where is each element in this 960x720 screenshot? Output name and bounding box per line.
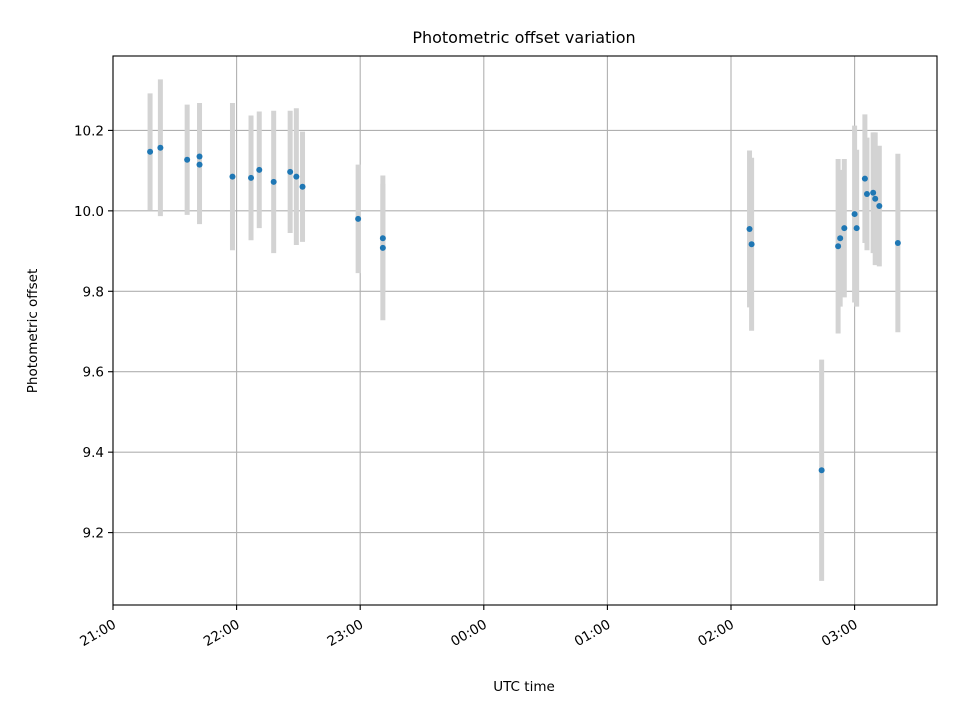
data-point — [841, 225, 848, 232]
chart-title: Photometric offset variation — [412, 28, 635, 47]
data-point — [818, 467, 825, 474]
x-tick-label: 23:00 — [325, 617, 367, 650]
data-point — [196, 161, 203, 168]
data-point — [270, 178, 277, 185]
y-tick-label: 10.0 — [74, 204, 104, 220]
data-point — [293, 173, 300, 180]
data-point — [746, 225, 753, 232]
y-tick-label: 10.2 — [74, 123, 104, 139]
x-tick-label: 21:00 — [77, 617, 119, 650]
x-tick-label: 22:00 — [201, 617, 243, 650]
data-point — [872, 195, 879, 202]
data-point — [229, 173, 236, 180]
plot-frame — [112, 55, 938, 606]
data-point — [870, 189, 877, 196]
data-point — [837, 235, 844, 242]
data-points — [147, 144, 901, 474]
grid — [112, 56, 937, 605]
data-point — [256, 166, 263, 173]
data-point — [157, 144, 164, 151]
data-point — [748, 241, 755, 248]
data-point — [894, 240, 901, 247]
y-tick-label: 9.2 — [83, 526, 104, 542]
x-tick-label: 01:00 — [572, 617, 614, 650]
y-axis-ticks: 9.2 9.4 9.6 9.8 10.0 10.2 — [74, 123, 113, 542]
y-tick-label: 9.4 — [83, 445, 104, 461]
x-tick-label: 00:00 — [448, 617, 490, 650]
data-point — [196, 153, 203, 160]
y-tick-label: 9.6 — [83, 365, 104, 381]
error-bars — [147, 79, 901, 581]
x-tick-label: 03:00 — [819, 617, 861, 650]
x-tick-label: 02:00 — [695, 617, 737, 650]
data-point — [184, 156, 191, 163]
data-point — [835, 243, 842, 250]
data-point — [853, 225, 860, 232]
data-point — [355, 215, 362, 222]
x-axis-label: UTC time — [493, 679, 555, 695]
data-point — [851, 211, 858, 218]
data-point — [861, 175, 868, 182]
data-point — [379, 235, 386, 242]
y-tick-label: 9.8 — [83, 284, 104, 300]
data-point — [863, 190, 870, 197]
data-point — [299, 183, 306, 190]
data-point — [248, 174, 255, 181]
data-point — [287, 168, 294, 175]
x-axis-ticks: 21:00 22:00 23:00 00:00 01:00 02:00 03:00 — [77, 605, 861, 650]
y-axis-label: Photometric offset — [25, 269, 41, 393]
data-point — [147, 148, 154, 155]
data-point — [876, 203, 883, 210]
data-point — [379, 244, 386, 251]
